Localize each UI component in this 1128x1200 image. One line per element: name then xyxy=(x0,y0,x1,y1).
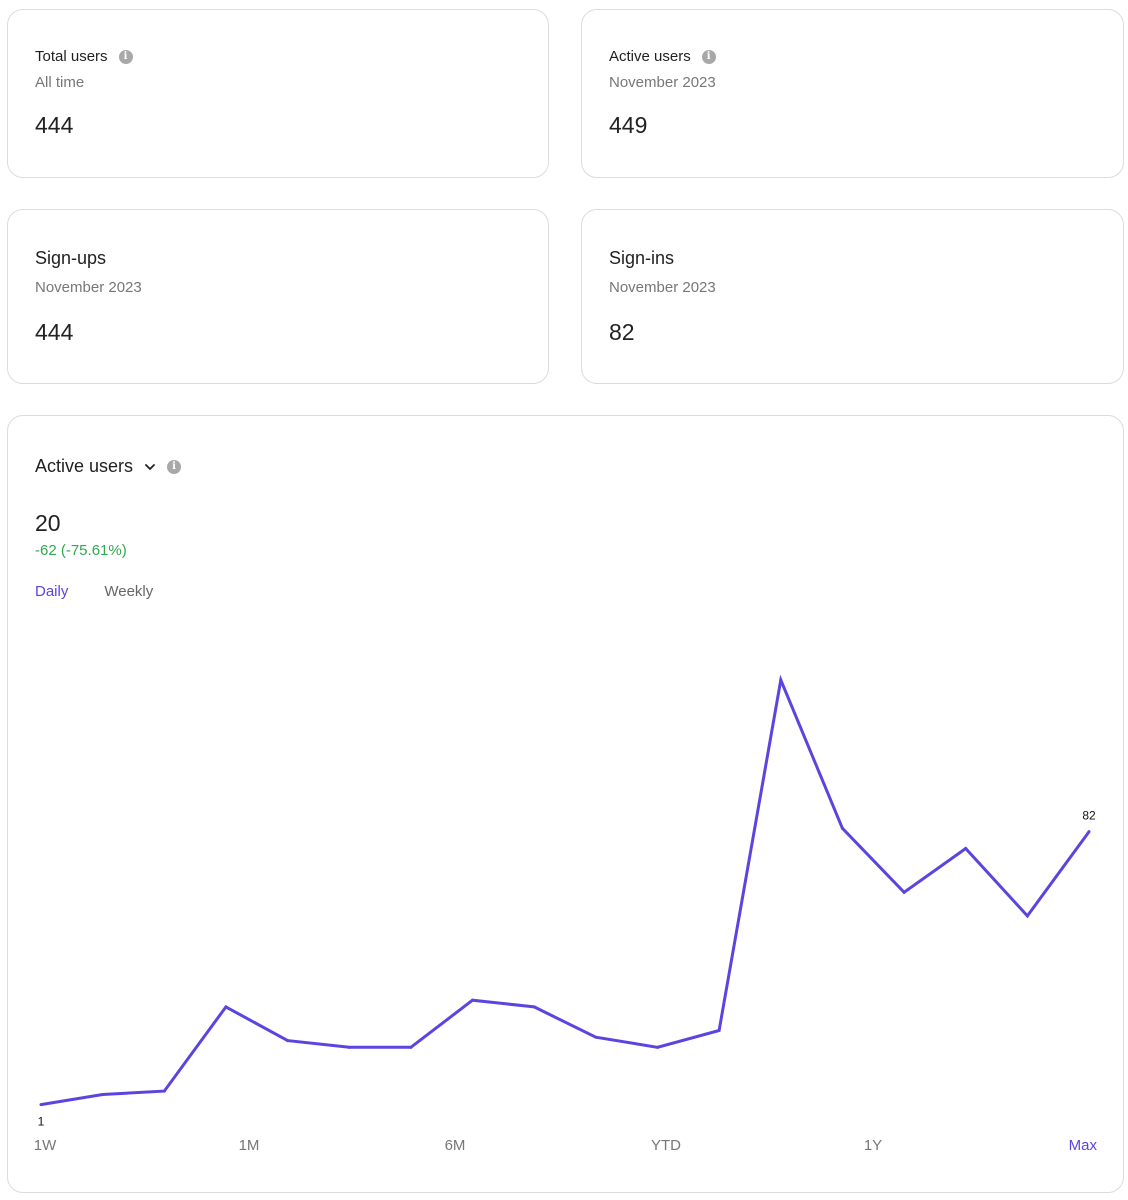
total-users-subtitle: All time xyxy=(35,74,85,91)
data-point[interactable] xyxy=(532,1005,536,1009)
info-icon[interactable]: i xyxy=(118,49,133,64)
chevron-down-icon[interactable] xyxy=(143,460,157,474)
toggle-daily[interactable]: Daily xyxy=(35,583,69,600)
active-users-chart-card: Active users i 20 -62 (-75.61%) Daily We… xyxy=(7,415,1124,1193)
range-6m-button[interactable]: 6M xyxy=(445,1137,466,1154)
line-chart: 1 82 1W 1M 6M YTD 1Y Max xyxy=(34,674,1098,1154)
data-point[interactable] xyxy=(902,890,906,894)
point-label: 82 xyxy=(1082,809,1096,823)
sign-ups-card: Sign-ups November 2023 444 xyxy=(7,209,549,384)
total-users-title: Total users xyxy=(35,48,108,65)
active-users-title: Active users xyxy=(609,48,691,65)
active-users-card: Active users i November 2023 449 xyxy=(581,9,1124,178)
data-point[interactable] xyxy=(286,1039,290,1043)
active-users-value: 449 xyxy=(609,112,648,138)
sign-ins-card: Sign-ins November 2023 82 xyxy=(581,209,1124,384)
active-users-subtitle: November 2023 xyxy=(609,74,716,91)
info-icon[interactable]: i xyxy=(701,49,716,64)
data-point[interactable] xyxy=(224,1005,228,1009)
range-ytd-button[interactable]: YTD xyxy=(651,1137,681,1154)
sign-ups-title: Sign-ups xyxy=(35,248,107,268)
toggle-weekly[interactable]: Weekly xyxy=(104,583,154,600)
chart-delta: -62 (-75.61%) xyxy=(35,542,127,559)
data-point[interactable] xyxy=(1087,830,1091,834)
chart-current-value: 20 xyxy=(35,510,61,536)
sign-ups-value: 444 xyxy=(35,319,74,345)
data-point[interactable] xyxy=(409,1045,413,1049)
sign-ins-title: Sign-ins xyxy=(609,248,675,268)
data-point[interactable] xyxy=(39,1103,43,1107)
granularity-toggle: Daily Weekly xyxy=(35,583,153,600)
data-point[interactable] xyxy=(594,1035,598,1039)
sign-ins-title-row: Sign-ins xyxy=(609,248,674,269)
metric-selector[interactable]: Active users i xyxy=(35,456,182,477)
series-line xyxy=(40,674,1091,1107)
range-1w-button[interactable]: 1W xyxy=(34,1137,57,1154)
range-max-button[interactable]: Max xyxy=(1069,1137,1098,1154)
data-point[interactable] xyxy=(840,826,844,830)
sign-ups-title-row: Sign-ups xyxy=(35,248,106,269)
range-1y-button[interactable]: 1Y xyxy=(864,1137,882,1154)
total-users-title-row: Total users i xyxy=(35,48,133,65)
range-1m-button[interactable]: 1M xyxy=(239,1137,260,1154)
data-point[interactable] xyxy=(101,1093,105,1097)
data-point[interactable] xyxy=(779,678,783,682)
sign-ins-value: 82 xyxy=(609,319,635,345)
data-point[interactable] xyxy=(347,1045,351,1049)
data-point[interactable] xyxy=(471,998,475,1002)
total-users-value: 444 xyxy=(35,112,74,138)
data-point[interactable] xyxy=(717,1028,721,1032)
point-label: 1 xyxy=(38,1115,45,1129)
sign-ins-subtitle: November 2023 xyxy=(609,279,716,296)
active-users-title-row: Active users i xyxy=(609,48,716,65)
data-point[interactable] xyxy=(162,1089,166,1093)
data-point[interactable] xyxy=(1025,914,1029,918)
chart-title: Active users xyxy=(35,456,134,476)
info-icon[interactable]: i xyxy=(167,459,182,474)
sign-ups-subtitle: November 2023 xyxy=(35,279,142,296)
data-point[interactable] xyxy=(964,847,968,851)
data-point[interactable] xyxy=(655,1045,659,1049)
total-users-card: Total users i All time 444 xyxy=(7,9,549,178)
